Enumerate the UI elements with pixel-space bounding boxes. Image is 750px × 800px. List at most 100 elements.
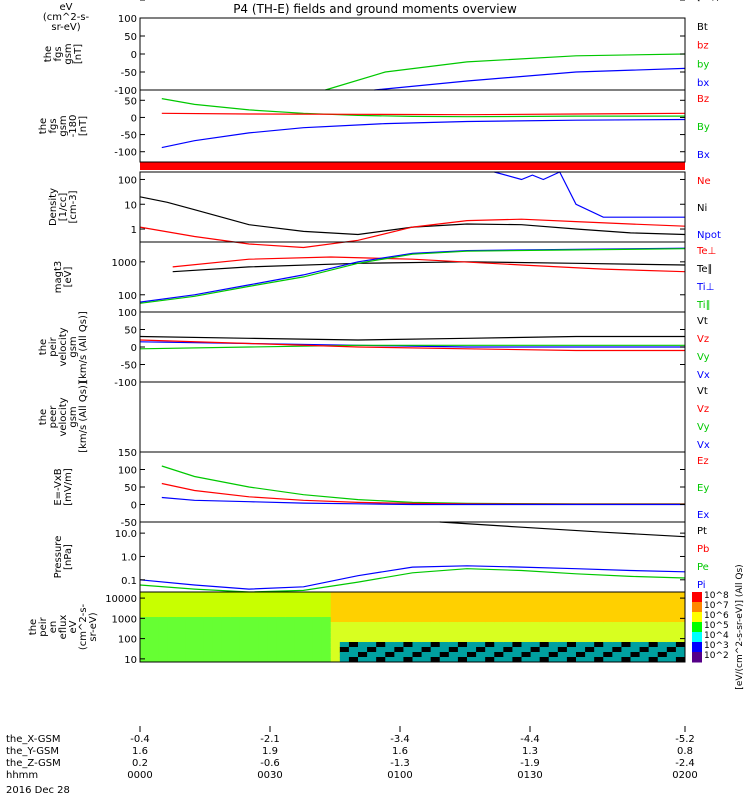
heatmap-cell	[648, 602, 659, 608]
heatmap-cell	[603, 592, 613, 598]
legend-item: bx	[697, 78, 709, 89]
heatmap-cell	[185, 632, 195, 638]
heatmap-cell	[512, 642, 522, 648]
heatmap-cell	[239, 647, 250, 653]
heatmap-cell	[158, 627, 168, 633]
y-tick-label: 1.0	[121, 552, 137, 563]
heatmap-cell	[412, 652, 423, 658]
heatmap-cell	[158, 597, 168, 603]
heatmap-cell	[548, 627, 559, 633]
heatmap-cell	[258, 632, 268, 638]
heatmap-cell	[294, 597, 304, 603]
heatmap-cell	[230, 617, 241, 623]
heatmap-cell	[185, 617, 195, 623]
heatmap-cell	[230, 642, 241, 648]
panels-layer: 100500-50-100thefgsgsm[nT]Btbzbybx500-50…	[28, 0, 750, 690]
series-line-green	[161, 98, 685, 118]
heatmap-cell	[348, 617, 359, 623]
heatmap-cell	[675, 632, 686, 638]
heatmap-cell	[603, 627, 613, 633]
heatmap-cell	[339, 632, 350, 638]
heatmap-cell	[503, 632, 513, 638]
heatmap-cell	[494, 607, 504, 613]
heatmap-cell	[594, 637, 604, 643]
heatmap-cell	[457, 617, 468, 623]
heatmap-cell	[276, 622, 286, 628]
time-axis-value: 1.6	[392, 746, 408, 757]
heatmap-cell	[621, 652, 631, 658]
heatmap-cell	[576, 637, 586, 643]
heatmap-cell	[448, 597, 459, 603]
legend-item: bz	[697, 41, 709, 52]
heatmap-cell	[194, 647, 205, 653]
heatmap-cell	[221, 637, 232, 643]
y-axis-label: thepeirvelocitygsm[km/s (All Qs)]	[38, 311, 89, 383]
heatmap-cell	[675, 652, 686, 658]
heatmap-cell	[512, 647, 522, 653]
heatmap-cell	[258, 627, 268, 633]
y-axis-label-line: gsm	[68, 406, 79, 427]
heatmap-cell	[258, 607, 268, 613]
heatmap-cell	[648, 637, 659, 643]
panel-2: 50 0 -50 -100 thefgsgsm-180[nT] Bz By Bx	[38, 89, 710, 163]
heatmap-cell	[249, 602, 259, 608]
heatmap-cell	[385, 597, 395, 603]
heatmap-cell	[239, 627, 250, 633]
legend-item: Vy	[697, 352, 710, 363]
heatmap-cell	[321, 607, 332, 613]
heatmap-cell	[348, 632, 359, 638]
heatmap-cell	[158, 592, 168, 598]
heatmap-cell	[303, 592, 314, 598]
heatmap-cell	[221, 642, 232, 648]
heatmap-cell	[203, 617, 214, 623]
heatmap-cell	[258, 617, 268, 623]
heatmap-cell	[348, 642, 359, 648]
heatmap-cell	[539, 637, 550, 643]
heatmap-cell	[639, 617, 650, 623]
heatmap-cell	[267, 657, 277, 663]
heatmap-cell	[294, 612, 304, 618]
y-axis-label-line: magt3	[53, 261, 64, 294]
time-axis-value: -0.6	[260, 758, 280, 769]
heatmap-cell	[267, 652, 277, 658]
heatmap-cell	[448, 617, 459, 623]
heatmap-cell	[149, 652, 159, 658]
y-tick-label: -50	[121, 361, 137, 372]
heatmap-cell	[230, 637, 241, 643]
heatmap-cell	[485, 627, 495, 633]
heatmap-cell	[630, 597, 641, 603]
heatmap-cell	[448, 592, 459, 598]
heatmap-cell	[221, 612, 232, 618]
heatmap-cell	[612, 647, 622, 653]
legend-item: Vz	[697, 404, 709, 415]
heatmap-cell	[675, 607, 686, 613]
heatmap-cell	[403, 602, 413, 608]
heatmap-cell	[230, 647, 241, 653]
heatmap-cell	[503, 617, 513, 623]
heatmap-cell	[203, 622, 214, 628]
heatmap-cell	[403, 642, 413, 648]
heatmap-cell	[548, 592, 559, 598]
heatmap-cell	[140, 622, 150, 628]
panel-frame	[139, 89, 686, 163]
heatmap-cell	[376, 607, 386, 613]
heatmap-cell	[494, 602, 504, 608]
heatmap-cell	[521, 632, 532, 638]
heatmap-cell	[312, 642, 323, 648]
heatmap-cell	[394, 627, 404, 633]
heatmap-cell	[457, 602, 468, 608]
heatmap-cell	[448, 627, 459, 633]
heatmap-cell	[321, 602, 332, 608]
heatmap-cell	[548, 632, 559, 638]
heatmap-cell	[594, 632, 604, 638]
heatmap-cell	[394, 622, 404, 628]
heatmap-cell	[566, 597, 577, 603]
heatmap-cell	[639, 637, 650, 643]
colorbar: 10^810^610^410^2[eV/(cm^2-s-sr-eV)]	[697, 0, 750, 3]
heatmap-cell	[476, 642, 486, 648]
panel-7: 150 100 50 0 -50 E=-VxB[mV/m] Ez Ey Ex	[53, 448, 709, 529]
y-tick-label: 10	[124, 0, 137, 3]
heatmap-cell	[557, 642, 568, 648]
heatmap-cell	[494, 657, 504, 663]
